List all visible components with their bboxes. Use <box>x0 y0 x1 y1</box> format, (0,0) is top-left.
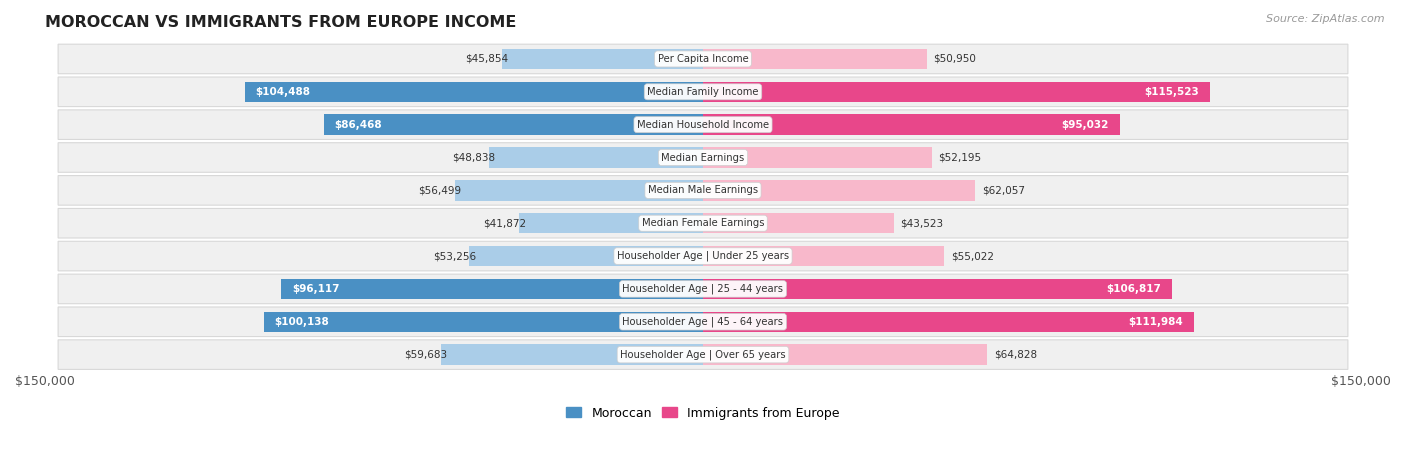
Text: $50,950: $50,950 <box>934 54 976 64</box>
Bar <box>703 114 1121 135</box>
Text: $59,683: $59,683 <box>405 350 447 360</box>
Legend: Moroccan, Immigrants from Europe: Moroccan, Immigrants from Europe <box>567 407 839 419</box>
Text: $62,057: $62,057 <box>981 185 1025 195</box>
Bar <box>703 311 1194 332</box>
Text: Median Male Earnings: Median Male Earnings <box>648 185 758 195</box>
FancyBboxPatch shape <box>58 77 1348 106</box>
Text: $41,872: $41,872 <box>482 218 526 228</box>
Bar <box>703 246 945 266</box>
Text: $56,499: $56,499 <box>419 185 461 195</box>
Text: $64,828: $64,828 <box>994 350 1038 360</box>
Text: $106,817: $106,817 <box>1105 284 1160 294</box>
Bar <box>264 311 703 332</box>
FancyBboxPatch shape <box>58 274 1348 304</box>
Text: $45,854: $45,854 <box>465 54 509 64</box>
Text: $104,488: $104,488 <box>256 87 311 97</box>
Text: Householder Age | Over 65 years: Householder Age | Over 65 years <box>620 349 786 360</box>
Bar <box>502 49 703 69</box>
Text: $86,468: $86,468 <box>335 120 382 130</box>
Text: $52,195: $52,195 <box>939 153 981 163</box>
Bar <box>703 213 894 234</box>
Bar <box>245 82 703 102</box>
Text: Median Earnings: Median Earnings <box>661 153 745 163</box>
FancyBboxPatch shape <box>58 110 1348 140</box>
Bar <box>456 180 703 200</box>
FancyBboxPatch shape <box>58 176 1348 205</box>
FancyBboxPatch shape <box>58 241 1348 271</box>
FancyBboxPatch shape <box>58 208 1348 238</box>
Text: $48,838: $48,838 <box>453 153 495 163</box>
Text: $55,022: $55,022 <box>950 251 994 261</box>
FancyBboxPatch shape <box>58 143 1348 172</box>
Bar <box>703 279 1171 299</box>
Bar <box>703 82 1209 102</box>
Text: Median Household Income: Median Household Income <box>637 120 769 130</box>
Text: Source: ZipAtlas.com: Source: ZipAtlas.com <box>1267 14 1385 24</box>
Text: MOROCCAN VS IMMIGRANTS FROM EUROPE INCOME: MOROCCAN VS IMMIGRANTS FROM EUROPE INCOM… <box>45 15 516 30</box>
Bar <box>519 213 703 234</box>
Text: $100,138: $100,138 <box>274 317 329 327</box>
Text: $43,523: $43,523 <box>900 218 943 228</box>
Bar <box>441 345 703 365</box>
Text: Median Female Earnings: Median Female Earnings <box>641 218 765 228</box>
Bar <box>489 147 703 168</box>
Bar <box>703 180 976 200</box>
Bar <box>703 49 927 69</box>
Bar <box>470 246 703 266</box>
FancyBboxPatch shape <box>58 340 1348 369</box>
Text: $53,256: $53,256 <box>433 251 477 261</box>
Bar <box>323 114 703 135</box>
FancyBboxPatch shape <box>58 307 1348 337</box>
Text: $95,032: $95,032 <box>1062 120 1109 130</box>
Bar <box>281 279 703 299</box>
Text: $96,117: $96,117 <box>292 284 340 294</box>
Text: Per Capita Income: Per Capita Income <box>658 54 748 64</box>
Bar <box>703 147 932 168</box>
Bar <box>703 345 987 365</box>
Text: Householder Age | 25 - 44 years: Householder Age | 25 - 44 years <box>623 283 783 294</box>
Text: Median Family Income: Median Family Income <box>647 87 759 97</box>
FancyBboxPatch shape <box>58 44 1348 74</box>
Text: $111,984: $111,984 <box>1129 317 1184 327</box>
Text: Householder Age | 45 - 64 years: Householder Age | 45 - 64 years <box>623 317 783 327</box>
Text: $115,523: $115,523 <box>1144 87 1199 97</box>
Text: Householder Age | Under 25 years: Householder Age | Under 25 years <box>617 251 789 262</box>
